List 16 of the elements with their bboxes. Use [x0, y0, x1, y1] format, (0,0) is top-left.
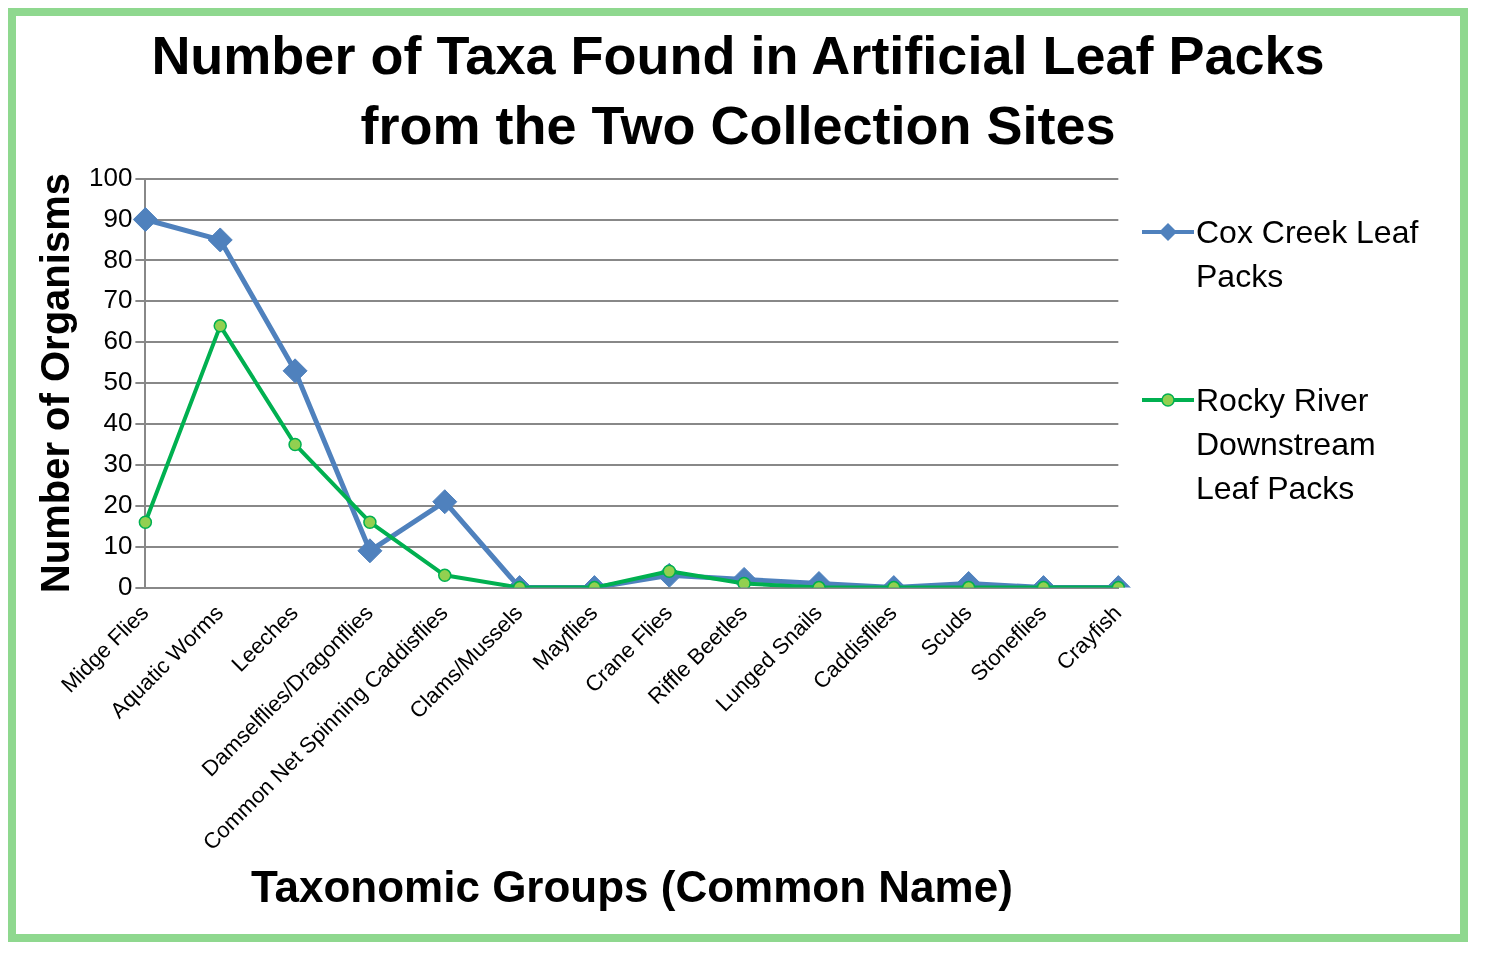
y-tick-label: 70 — [103, 284, 133, 315]
y-axis-title: Number of Organisms — [33, 173, 78, 594]
y-tick-label: 10 — [103, 529, 133, 560]
y-tick-label: 20 — [103, 488, 133, 519]
y-tick-label: 80 — [103, 243, 133, 274]
y-tick-label: 60 — [103, 325, 133, 356]
legend-label: Rocky River Downstream Leaf Packs — [1196, 381, 1377, 508]
x-axis-title: Taxonomic Groups (Common Name) — [250, 861, 1013, 911]
legend-label: Cox Creek Leaf Packs — [1196, 213, 1420, 296]
y-tick-label: 90 — [103, 202, 133, 233]
y-tick-label: 0 — [117, 570, 133, 601]
y-tick-label: 30 — [103, 448, 133, 479]
chart-title: Number of Taxa Found in Artificial Leaf Packs from the Two Collection Sites — [150, 24, 1326, 157]
y-tick-label: 50 — [103, 366, 133, 397]
y-tick-label: 100 — [88, 161, 133, 192]
y-tick-label: 40 — [103, 407, 133, 438]
